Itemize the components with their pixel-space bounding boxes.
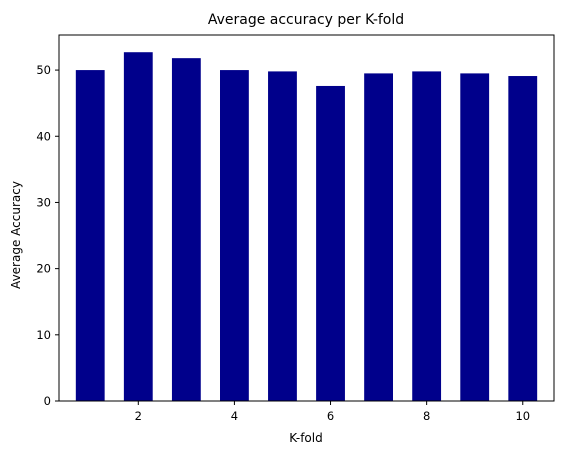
x-tick-label: 8 [423,409,430,423]
bar-kfold-6 [316,85,345,402]
x-axis-ticks: 2 4 6 8 10 [135,401,530,423]
y-tick-label: 40 [36,129,51,143]
bar-kfold-3 [171,58,201,401]
y-tick-label: 50 [36,63,51,77]
plot-frame [58,34,555,402]
y-tick-label: 30 [36,195,51,209]
y-axis-ticks: 0 10 20 30 40 50 [36,63,59,408]
bar-kfold-4 [220,70,249,401]
bar-kfold-5 [268,71,297,402]
bar-kfold-10 [508,76,538,401]
bar-kfold-9 [460,73,490,401]
bar-kfold-1 [75,70,105,401]
y-tick-label: 20 [36,262,51,276]
x-tick-label: 10 [515,409,530,423]
y-tick-label: 10 [36,328,51,342]
bars-group [75,52,538,402]
bar-kfold-8 [412,71,442,402]
x-tick-label: 4 [231,409,238,423]
bar-kfold-7 [364,73,393,401]
x-tick-label: 2 [135,409,142,423]
bar-kfold-2 [123,52,153,402]
y-tick-label: 0 [44,394,51,408]
x-tick-label: 6 [327,409,334,423]
y-axis-label: Average Accuracy [9,181,23,289]
chart-title: Average accuracy per K-fold [208,12,404,28]
x-axis-label: K-fold [289,431,322,445]
